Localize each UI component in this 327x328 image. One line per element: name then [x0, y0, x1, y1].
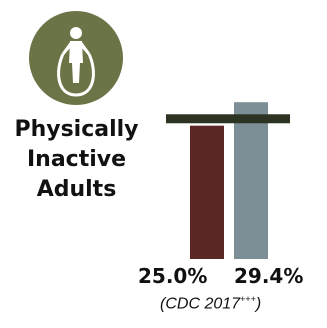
- bar-1: [190, 125, 224, 259]
- title-line-2: Inactive: [26, 147, 127, 172]
- source-text: (CDC 2017: [160, 295, 241, 313]
- source-superscript: +++: [240, 294, 256, 304]
- source-close: ): [255, 295, 262, 313]
- title-line-1: Physically: [14, 117, 139, 142]
- jump-rope-icon-badge: [29, 11, 123, 105]
- data-label-1: 25.0%: [138, 264, 208, 288]
- bar-chart: [166, 102, 290, 259]
- chart-title: Physically Inactive Adults: [0, 115, 153, 205]
- jump-rope-person-icon: [29, 11, 123, 105]
- data-label-2: 29.4%: [234, 264, 304, 288]
- source-citation: (CDC 2017+++): [0, 294, 327, 313]
- title-line-3: Adults: [36, 177, 117, 202]
- bar-2: [234, 102, 268, 259]
- benchmark-line: [166, 114, 290, 124]
